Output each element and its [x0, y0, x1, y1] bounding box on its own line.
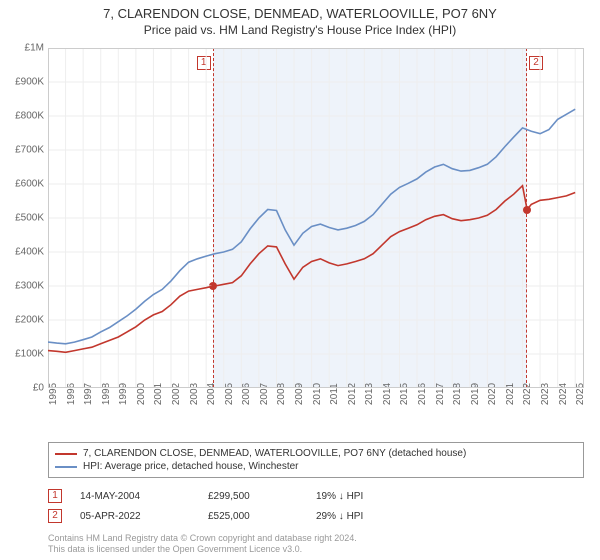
legend-label-hpi: HPI: Average price, detached house, Winc…: [83, 461, 299, 472]
y-tick-label: £200K: [15, 315, 44, 326]
chart-container: 7, CLARENDON CLOSE, DENMEAD, WATERLOOVIL…: [0, 0, 600, 560]
legend-swatch-hpi: [55, 466, 77, 468]
chart-svg: [48, 48, 584, 388]
y-tick-label: £700K: [15, 145, 44, 156]
y-tick-label: £1M: [25, 43, 44, 54]
y-tick-label: £500K: [15, 213, 44, 224]
x-axis: 1995199619971998199920002001200220032004…: [48, 390, 584, 440]
footer-line-1: Contains HM Land Registry data © Crown c…: [48, 533, 584, 545]
transactions-table: 1 14-MAY-2004 £299,500 19% ↓ HPI 2 05-AP…: [48, 486, 584, 526]
footer: Contains HM Land Registry data © Crown c…: [48, 533, 584, 556]
legend-row-hpi: HPI: Average price, detached house, Winc…: [55, 460, 577, 473]
tx-diff: 29% ↓ HPI: [316, 511, 416, 522]
tx-marker-2: 2: [48, 509, 62, 523]
tx-date: 14-MAY-2004: [80, 491, 190, 502]
y-tick-label: £0: [33, 383, 44, 394]
y-tick-label: £600K: [15, 179, 44, 190]
tx-date: 05-APR-2022: [80, 511, 190, 522]
chart-subtitle: Price paid vs. HM Land Registry's House …: [0, 21, 600, 43]
footer-line-2: This data is licensed under the Open Gov…: [48, 544, 584, 556]
tx-price: £299,500: [208, 491, 298, 502]
y-tick-label: £100K: [15, 349, 44, 360]
y-axis: £0£100K£200K£300K£400K£500K£600K£700K£80…: [4, 48, 46, 388]
y-tick-label: £800K: [15, 111, 44, 122]
legend-row-property: 7, CLARENDON CLOSE, DENMEAD, WATERLOOVIL…: [55, 447, 577, 460]
legend: 7, CLARENDON CLOSE, DENMEAD, WATERLOOVIL…: [48, 442, 584, 478]
plot-area: 1 2: [48, 48, 584, 388]
y-tick-label: £300K: [15, 281, 44, 292]
chart-title: 7, CLARENDON CLOSE, DENMEAD, WATERLOOVIL…: [0, 0, 600, 21]
tx-price: £525,000: [208, 511, 298, 522]
tx-diff: 19% ↓ HPI: [316, 491, 416, 502]
tx-marker-1: 1: [48, 489, 62, 503]
y-tick-label: £400K: [15, 247, 44, 258]
table-row: 1 14-MAY-2004 £299,500 19% ↓ HPI: [48, 486, 584, 506]
legend-swatch-property: [55, 453, 77, 455]
y-tick-label: £900K: [15, 77, 44, 88]
table-row: 2 05-APR-2022 £525,000 29% ↓ HPI: [48, 506, 584, 526]
legend-label-property: 7, CLARENDON CLOSE, DENMEAD, WATERLOOVIL…: [83, 448, 466, 459]
